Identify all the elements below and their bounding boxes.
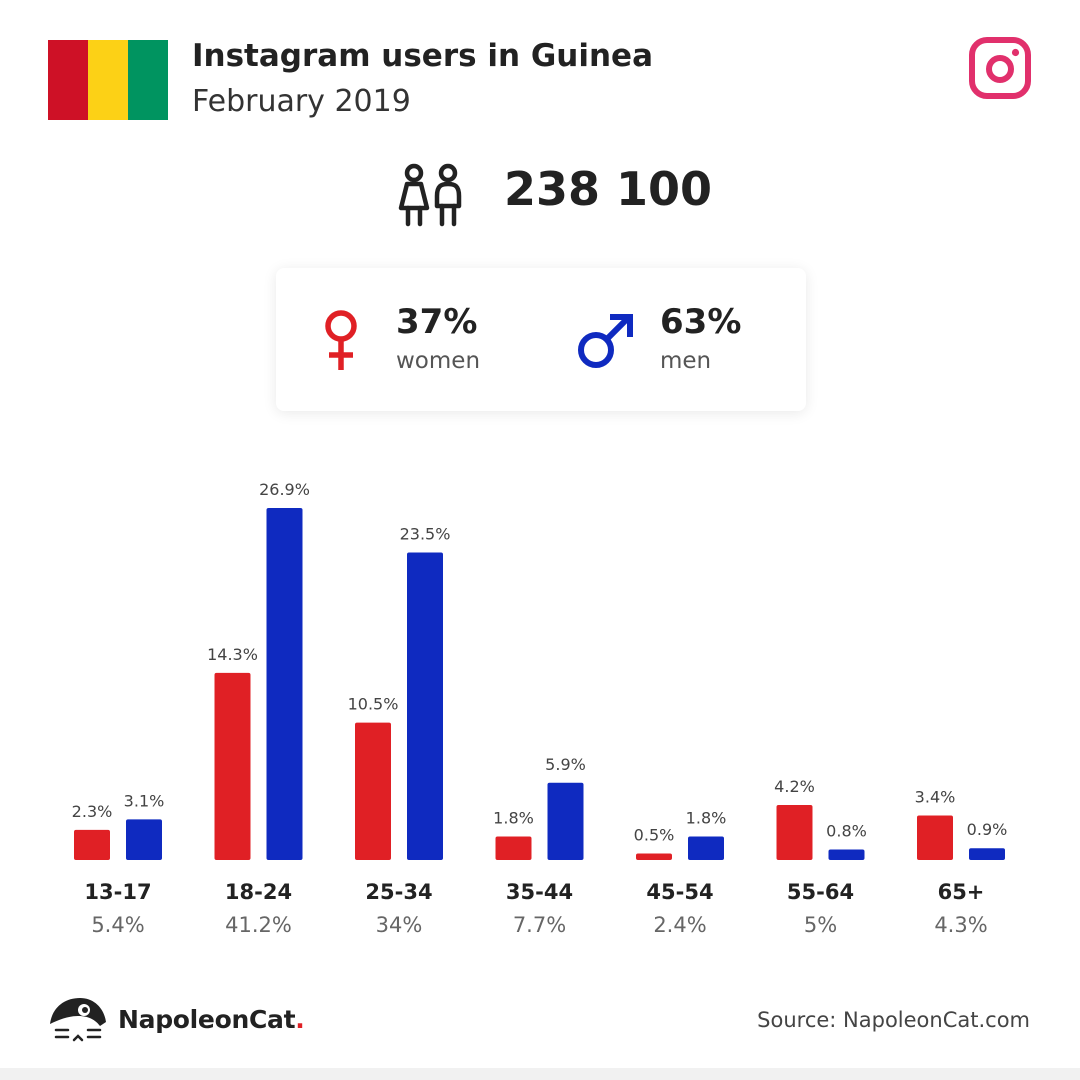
age-category-total: 5% [804,913,837,937]
napoleoncat-logo-icon [50,998,106,1042]
age-category-total: 34% [376,913,423,937]
bar-55-64-series-2 [828,849,865,860]
bar-value-label: 0.5% [634,825,675,844]
age-category-total: 7.7% [513,913,566,937]
age-category-label: 35-44 [506,880,573,904]
age-category-label: 13-17 [84,880,151,904]
bar-value-label: 4.2% [774,777,815,796]
bar-value-label: 1.8% [493,808,534,827]
bar-value-label: 0.9% [967,820,1008,839]
bar-value-label: 3.4% [915,788,956,807]
men-percent: 63% [660,302,742,342]
brand-name: NapoleonCat. [118,1005,305,1034]
bar-25-34-series-2 [407,552,443,860]
bar-18-24-series-1 [214,672,251,860]
bar-value-label: 14.3% [207,645,258,664]
men-label: men [660,348,712,374]
bar-value-label: 26.9% [259,480,310,499]
age-category-label: 55-64 [787,880,854,904]
bar-35-44-series-1 [495,836,532,860]
bar-65+-series-1 [917,815,953,860]
bar-value-label: 23.5% [400,524,451,543]
bar-13-17-series-2 [126,819,162,860]
bar-value-label: 0.8% [826,822,867,841]
age-category-total: 4.3% [934,913,987,937]
bar-18-24-series-2 [266,508,303,860]
flag-stripe-yellow [88,40,128,120]
total-users-value: 238 100 [504,162,713,216]
brand-name-text: NapoleonCat [118,1005,296,1034]
age-category-label: 65+ [938,880,985,904]
bar-25-34-series-1 [355,722,391,860]
flag-stripe-red [48,40,88,120]
source-credit: Source: NapoleonCat.com [757,1008,1030,1032]
bar-35-44-series-2 [547,782,584,860]
instagram-icon [969,37,1031,99]
page-subtitle: February 2019 [192,84,411,119]
female-icon [325,310,357,370]
male-icon [578,314,633,368]
bar-value-label: 1.8% [686,808,727,827]
guinea-flag-icon [48,40,168,120]
age-category-label: 25-34 [365,880,432,904]
bar-55-64-series-1 [776,805,813,860]
age-category-total: 5.4% [91,913,144,937]
bar-value-label: 5.9% [545,755,586,774]
bar-65+-series-2 [969,848,1005,860]
age-category-label: 18-24 [225,880,292,904]
age-category-label: 45-54 [646,880,713,904]
bar-45-54-series-2 [688,836,724,860]
users-icon [398,163,462,227]
flag-stripe-green [128,40,168,120]
age-category-total: 41.2% [225,913,292,937]
women-label: women [396,348,481,374]
bar-value-label: 10.5% [348,695,399,714]
bar-value-label: 3.1% [124,791,165,810]
age-category-total: 2.4% [653,913,706,937]
bar-13-17-series-1 [74,829,110,860]
bar-45-54-series-1 [636,853,672,860]
page-title: Instagram users in Guinea [192,38,654,74]
age-gender-bar-chart: 2.3% 3.1% 13-17 5.4% 14.3% 26.9% 18-24 41.2% 10.… [72,480,1008,937]
brand-dot: . [295,1005,305,1034]
bar-value-label: 2.3% [72,802,113,821]
bottom-strip [0,1068,1080,1080]
gender-split-card: 37% women 63% men [276,268,806,411]
women-percent: 37% [396,302,478,342]
